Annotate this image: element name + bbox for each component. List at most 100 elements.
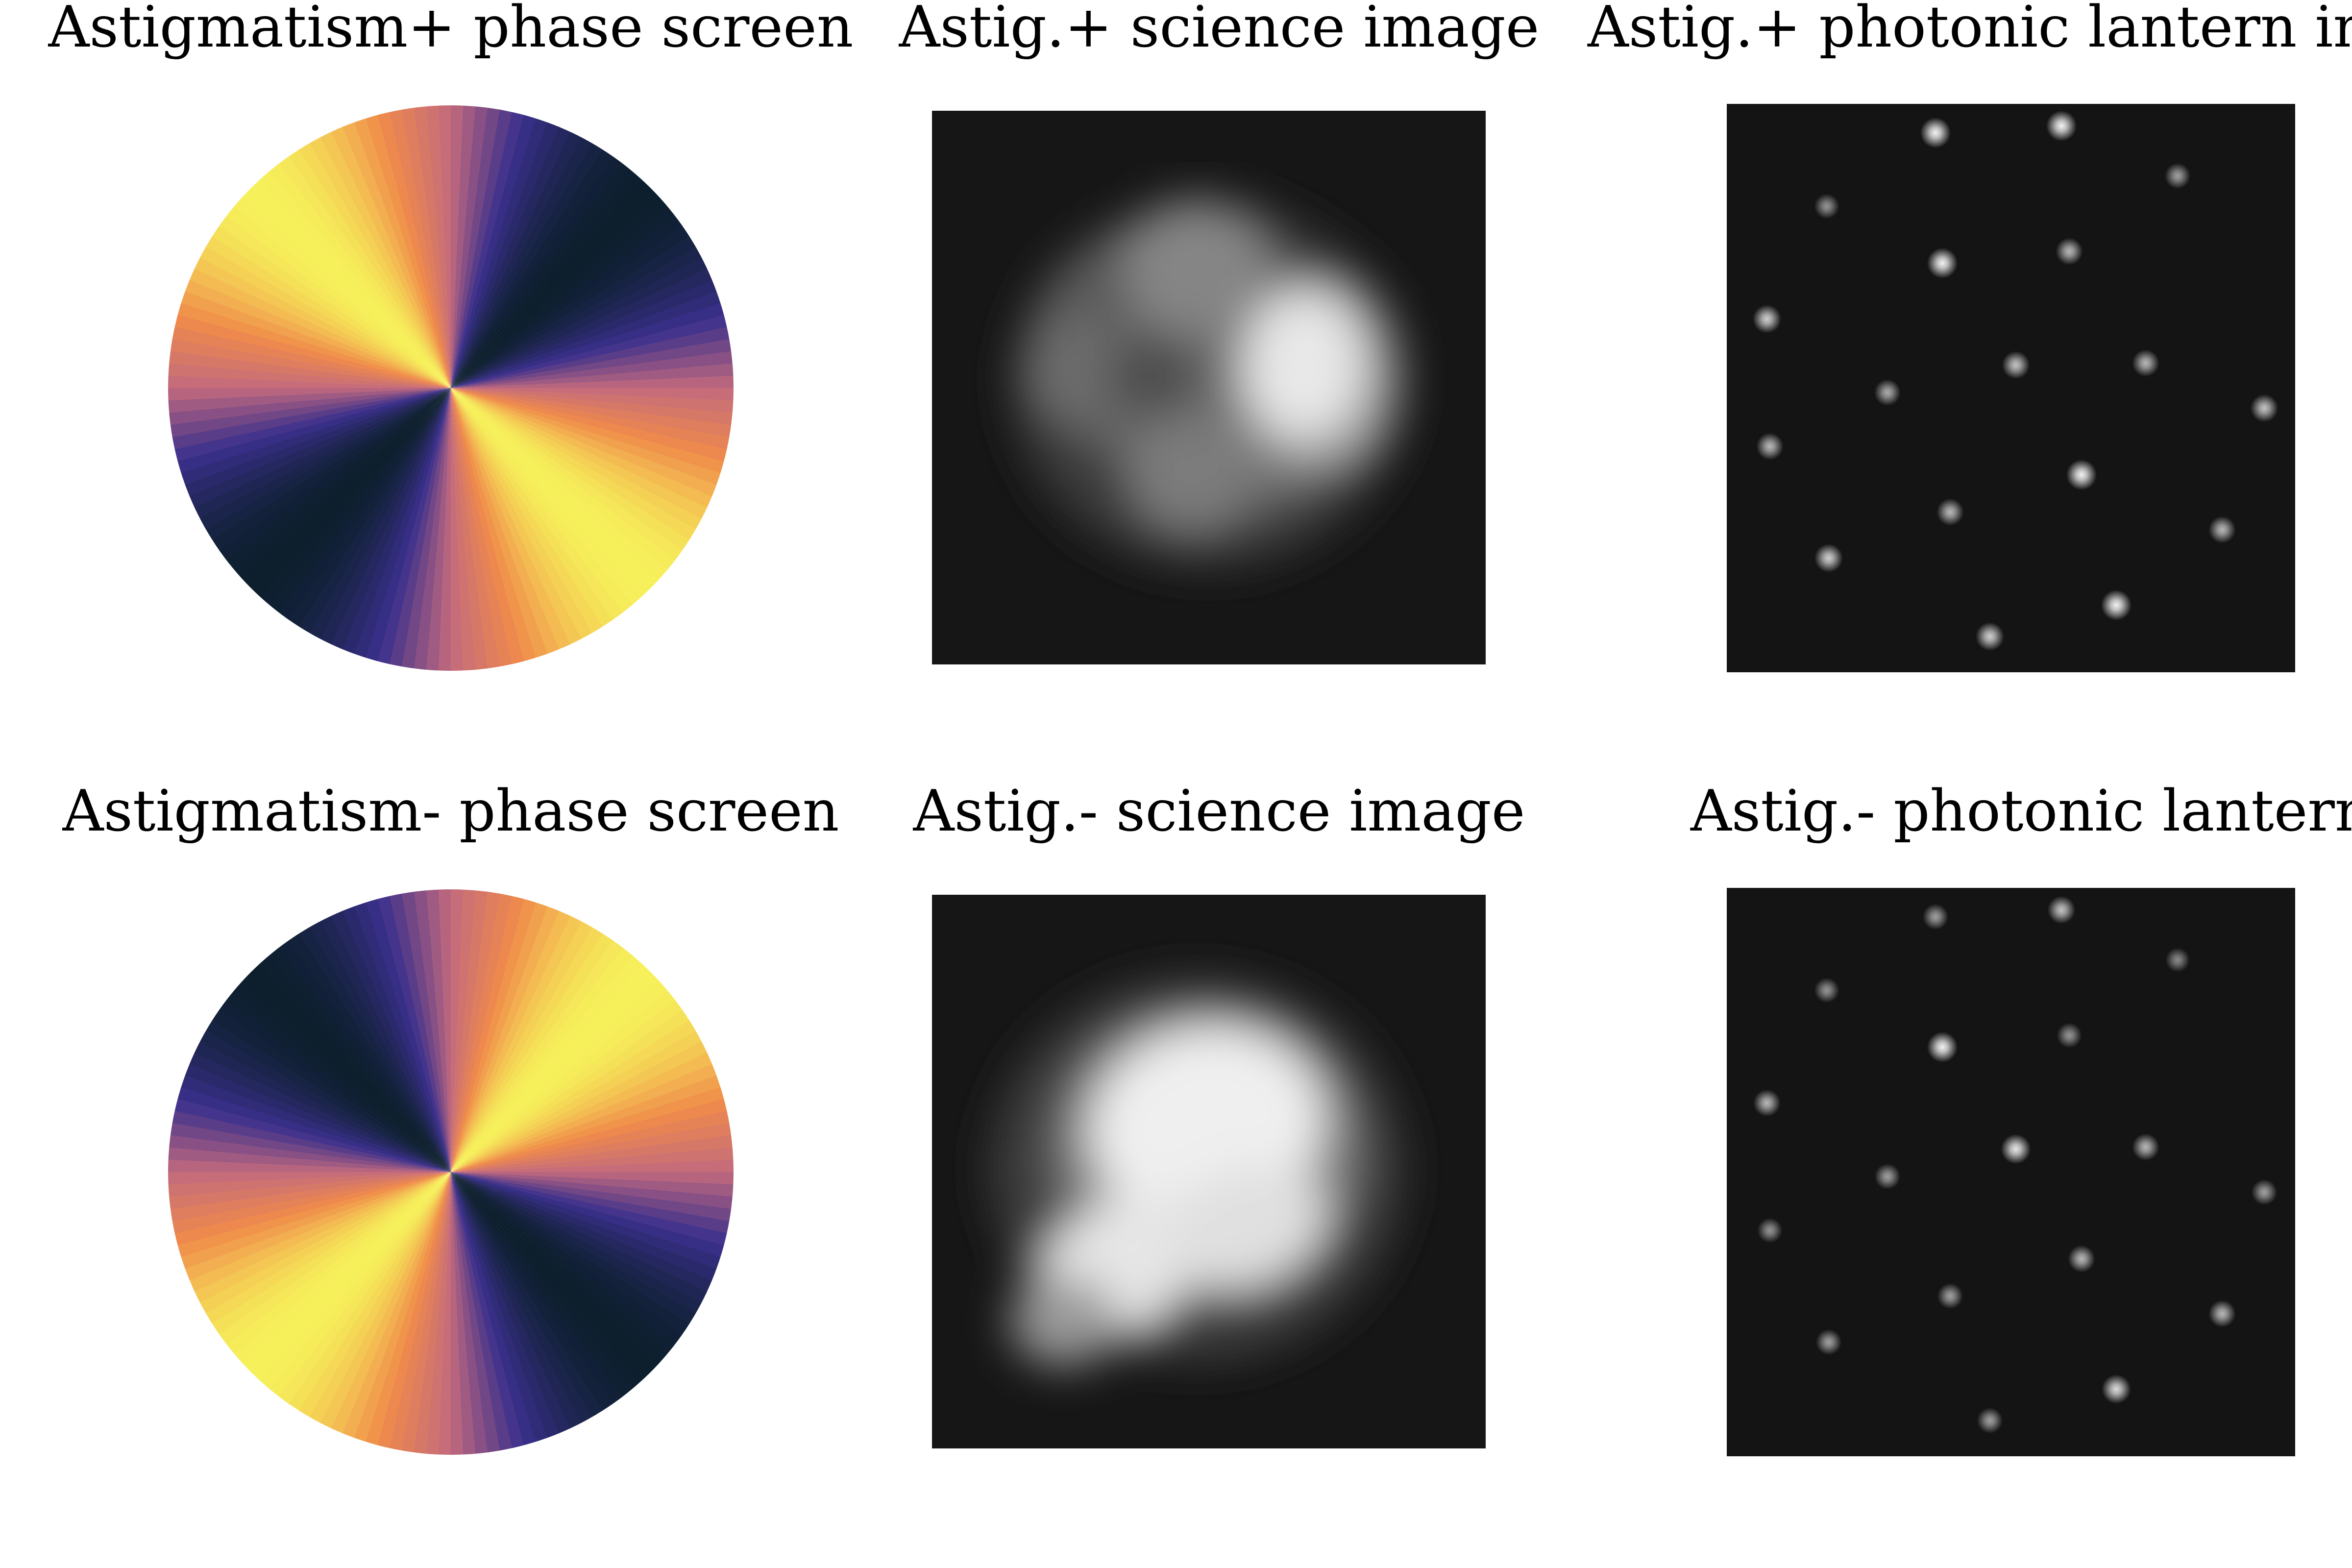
phase-wedge	[396, 388, 451, 671]
panel-title-astig-minus-phase: Astigmatism- phase screen	[62, 778, 839, 844]
phase-wedge	[450, 105, 465, 388]
phase-wedge	[451, 1117, 734, 1172]
phase-wedge	[451, 123, 631, 388]
phase-wedge	[451, 1172, 545, 1455]
phase-wedge	[451, 388, 723, 557]
phase-wedge	[451, 889, 519, 1172]
phase-wedge	[168, 255, 451, 388]
phase-wedge	[318, 388, 451, 671]
phase-wedge	[451, 105, 558, 388]
phase-wedge	[451, 116, 619, 388]
science-image-minus	[932, 895, 1486, 1448]
phase-wedge	[451, 1172, 559, 1455]
phase-wedge	[168, 1172, 451, 1267]
phase-wedge	[451, 1172, 691, 1384]
phase-wedge	[318, 105, 451, 388]
phase-wedge	[194, 197, 451, 388]
phase-wedge	[451, 1172, 734, 1317]
phase-wedge	[451, 388, 734, 456]
phase-wedge	[369, 388, 451, 671]
phase-wedge	[451, 243, 734, 388]
phase-wedge	[451, 105, 584, 388]
phase-wedge	[168, 388, 451, 533]
phase-wedge	[210, 1172, 451, 1384]
lantern-spot	[1814, 978, 1839, 1003]
phase-wedge	[451, 156, 673, 388]
phase-wedge	[331, 388, 451, 671]
phase-wedge	[451, 889, 596, 1172]
phase-wedge	[451, 388, 734, 483]
phase-wedge	[210, 960, 451, 1172]
phase-wedge	[451, 388, 691, 600]
phase-wedge	[168, 1131, 451, 1172]
phase-wedge	[168, 347, 451, 388]
phase-wedge	[179, 388, 451, 557]
phase-wedge	[451, 388, 734, 508]
phase-wedge	[260, 388, 451, 645]
phase-wedge	[451, 1172, 596, 1455]
lantern-spot	[2165, 948, 2190, 972]
phase-wedge	[451, 889, 532, 1172]
phase-wedge	[451, 196, 708, 388]
phase-wedge	[451, 219, 723, 388]
phase-wedge	[186, 388, 451, 568]
phase-wedge	[451, 1172, 734, 1279]
phase-wedge	[451, 1172, 584, 1455]
phase-wedge	[168, 388, 451, 496]
phase-wedge	[369, 105, 451, 388]
lantern-spot	[1927, 247, 1958, 279]
lantern-image-minus	[1727, 888, 2295, 1456]
phase-wedge	[451, 388, 734, 469]
science-blob	[1108, 331, 1197, 419]
phase-wedge	[451, 1172, 734, 1240]
lantern-spot	[1815, 1329, 1842, 1355]
phase-wedge	[451, 333, 734, 388]
lantern-spot	[2056, 238, 2083, 265]
phase-wedge	[172, 388, 451, 545]
phase-wedge	[318, 1172, 451, 1455]
phase-wedge	[451, 1090, 734, 1172]
phase-wedge	[451, 1003, 723, 1172]
phase-wedge	[451, 923, 653, 1172]
phase-wedge	[451, 388, 608, 666]
phase-wedge	[168, 388, 451, 509]
phase-wedge	[451, 105, 506, 388]
lantern-spot	[1922, 904, 1949, 930]
phase-wedge	[451, 388, 673, 619]
phase-wedge	[451, 900, 619, 1172]
phase-wedge	[451, 1027, 734, 1172]
phase-wedge	[451, 1172, 620, 1444]
phase-wedge	[451, 992, 715, 1172]
phase-wedge	[451, 139, 653, 388]
phase-wedge	[451, 1015, 729, 1172]
phase-wedge	[451, 388, 519, 671]
phase-wedge	[451, 388, 631, 653]
phase-wedge	[451, 388, 545, 671]
phase-wedge	[451, 131, 642, 388]
phase-wedge	[343, 388, 451, 671]
lantern-spot	[1874, 1163, 1901, 1190]
phase-wedge	[451, 1172, 734, 1292]
lantern-spot	[2132, 349, 2159, 377]
phase-wedge	[396, 1172, 451, 1455]
phase-wedge	[282, 1172, 451, 1444]
phase-wedge	[168, 1039, 451, 1172]
science-image-plus	[932, 111, 1486, 664]
phase-wedge	[451, 894, 608, 1172]
lantern-spot	[2066, 459, 2097, 490]
phase-wedge	[168, 1027, 451, 1172]
phase-wedge	[451, 186, 700, 388]
phase-wedge	[220, 388, 451, 610]
phase-wedge	[249, 388, 451, 637]
phase-wedge	[294, 894, 451, 1172]
phase-wedge	[451, 388, 734, 429]
phase-wedge	[451, 1172, 734, 1253]
science-blob	[1010, 1277, 1118, 1365]
phase-wedge	[168, 1172, 451, 1254]
phase-wedge	[168, 281, 451, 388]
phase-wedge	[168, 388, 451, 443]
phase-wedge	[451, 1172, 506, 1455]
phase-wedge	[451, 268, 734, 388]
phase-wedge	[168, 1078, 451, 1172]
phase-wedge	[186, 208, 451, 388]
